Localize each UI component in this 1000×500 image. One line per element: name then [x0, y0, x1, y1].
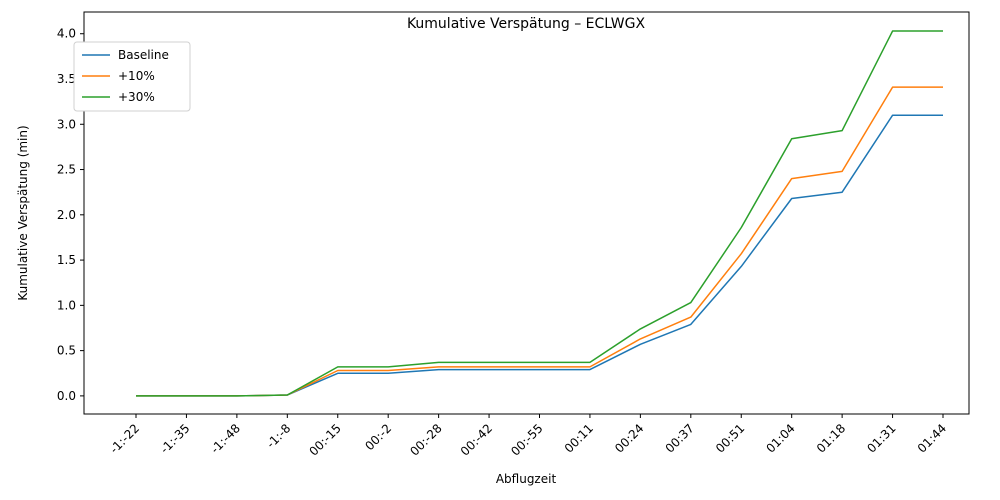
y-axis-label: Kumulative Verspätung (min): [16, 125, 30, 300]
y-axis: 0.0 0.5 1.0 1.5 2.0 2.5 3.0 3.5 4.0: [57, 27, 84, 403]
x-axis-label: Abflugzeit: [496, 472, 557, 486]
legend-box: [73, 41, 191, 112]
y-tick-label: 1.0: [57, 298, 76, 312]
y-tick-label: 2.0: [57, 208, 76, 222]
y-tick-label: 4.0: [57, 27, 76, 41]
legend-label: Baseline: [118, 48, 169, 62]
y-tick-label: 0.5: [57, 344, 76, 358]
legend-label: +30%: [118, 90, 155, 104]
chart-title: Kumulative Verspätung – ECLWGX: [407, 16, 646, 32]
legend: Baseline +10% +30%: [73, 41, 191, 112]
plot-frame: [83, 11, 970, 415]
series-lines: [136, 30, 943, 397]
y-tick-label: 3.0: [57, 117, 76, 131]
y-tick-label: 0.0: [57, 389, 76, 403]
series-line-2: [136, 30, 943, 397]
y-tick-label: 2.5: [57, 163, 76, 177]
y-tick-label: 3.5: [57, 72, 76, 86]
y-tick-label: 1.5: [57, 253, 76, 267]
legend-label: +10%: [118, 69, 155, 83]
